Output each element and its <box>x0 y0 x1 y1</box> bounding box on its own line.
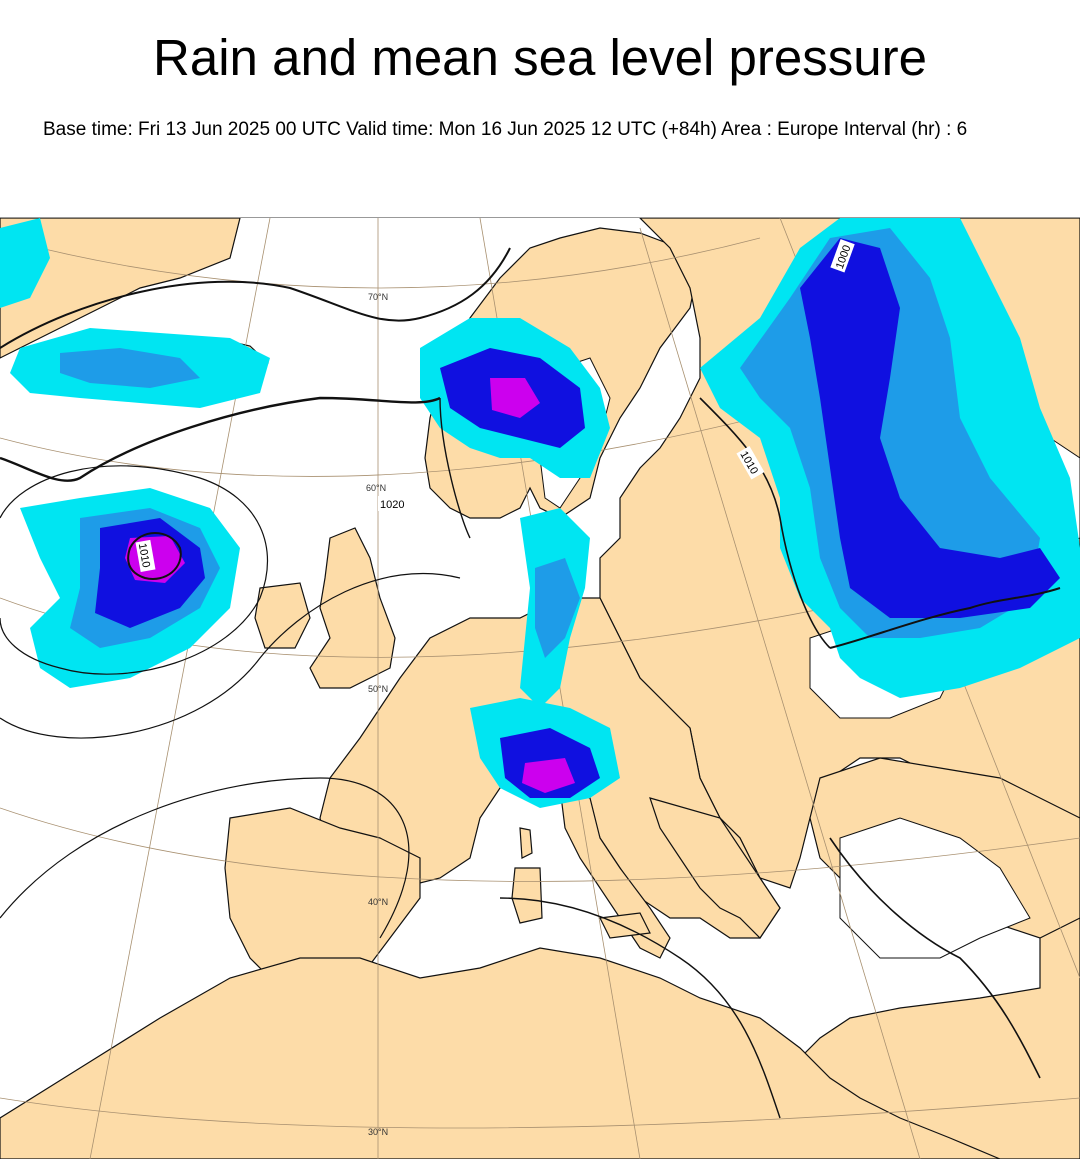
isobar-low-1010 <box>127 532 182 580</box>
isobar-1015-mid <box>0 396 441 482</box>
parallel-70 <box>0 237 761 289</box>
isobar-label-group: 1020 1010 1010 1000 <box>135 239 855 572</box>
rain-scandinavia-very-heavy <box>490 378 540 418</box>
isobars <box>0 247 1061 1119</box>
isobar-label-bg-4 <box>830 239 855 273</box>
lat-label-70: 70°N <box>368 292 388 302</box>
chart-title: Rain and mean sea level pressure <box>153 29 927 86</box>
rain-russia-east-band <box>960 298 1060 488</box>
isobar-east-lower <box>829 587 1061 649</box>
isobar-label-bg-3 <box>736 446 765 480</box>
land-balkans <box>649 797 781 939</box>
lat-label-50: 50°N <box>368 684 388 694</box>
latitude-labels: 70°N 60°N 50°N 40°N 30°N <box>366 292 388 1137</box>
parallel-30 <box>0 1097 1080 1129</box>
isobar-1020-north <box>0 247 511 349</box>
isobar-label-bg-2 <box>135 539 156 572</box>
rain-alps-very-heavy <box>522 758 575 793</box>
land-ireland <box>254 582 311 649</box>
land-iberia <box>224 807 421 999</box>
isobar-atlantic-outer <box>0 465 268 675</box>
isobar-1020-iberia <box>0 777 410 939</box>
map-canvas: 1020 1010 1010 1000 70°N 60°N 50°N 40°N … <box>0 218 1080 1159</box>
isobar-label-bg-1 <box>378 496 410 511</box>
rain-iceland-band-moderate <box>60 348 200 388</box>
isobar-south-channel <box>499 897 781 1119</box>
lat-label-30: 30°N <box>368 1127 388 1137</box>
chart-subtitle: Base time: Fri 13 Jun 2025 00 UTC Valid … <box>43 119 968 140</box>
land-sicily <box>599 912 651 939</box>
land-britain <box>309 527 396 689</box>
parallel-40 <box>0 807 1080 882</box>
mediterranean-east <box>839 817 1031 959</box>
land-corsica <box>519 827 533 859</box>
isobar-1010-east <box>699 397 831 649</box>
isobar-label-2: 1010 <box>136 542 152 568</box>
isobar-1020-scand <box>439 397 471 539</box>
isobar-1010-south <box>829 837 1041 1079</box>
land-italy <box>559 787 671 959</box>
lat-label-60: 60°N <box>366 483 386 493</box>
weather-map[interactable]: 1020 1010 1010 1000 70°N 60°N 50°N 40°N … <box>0 217 1080 1159</box>
isobar-label-1: 1020 <box>380 499 404 511</box>
land-north-africa <box>0 947 1001 1159</box>
lat-label-40: 40°N <box>368 897 388 907</box>
rain-greenland <box>0 218 50 308</box>
meridian-4 <box>639 227 921 1159</box>
rain-russia-heavy <box>800 238 1060 618</box>
rain-central-europe-moderate <box>535 558 580 658</box>
isobar-1020-britain <box>0 573 461 739</box>
